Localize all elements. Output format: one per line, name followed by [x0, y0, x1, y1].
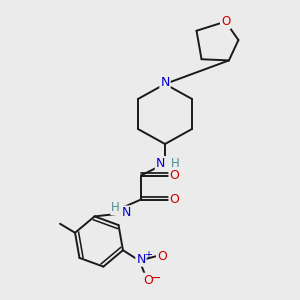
Text: N: N [156, 157, 165, 170]
Text: N: N [160, 76, 170, 89]
Text: −: − [151, 272, 161, 285]
Text: O: O [143, 274, 153, 287]
Text: +: + [144, 250, 152, 260]
Text: H: H [171, 157, 180, 170]
Text: O: O [170, 169, 179, 182]
Text: N: N [136, 253, 146, 266]
Text: N: N [121, 206, 131, 220]
Text: O: O [221, 15, 230, 28]
Text: O: O [157, 250, 167, 263]
Text: H: H [111, 201, 120, 214]
Text: O: O [170, 193, 179, 206]
